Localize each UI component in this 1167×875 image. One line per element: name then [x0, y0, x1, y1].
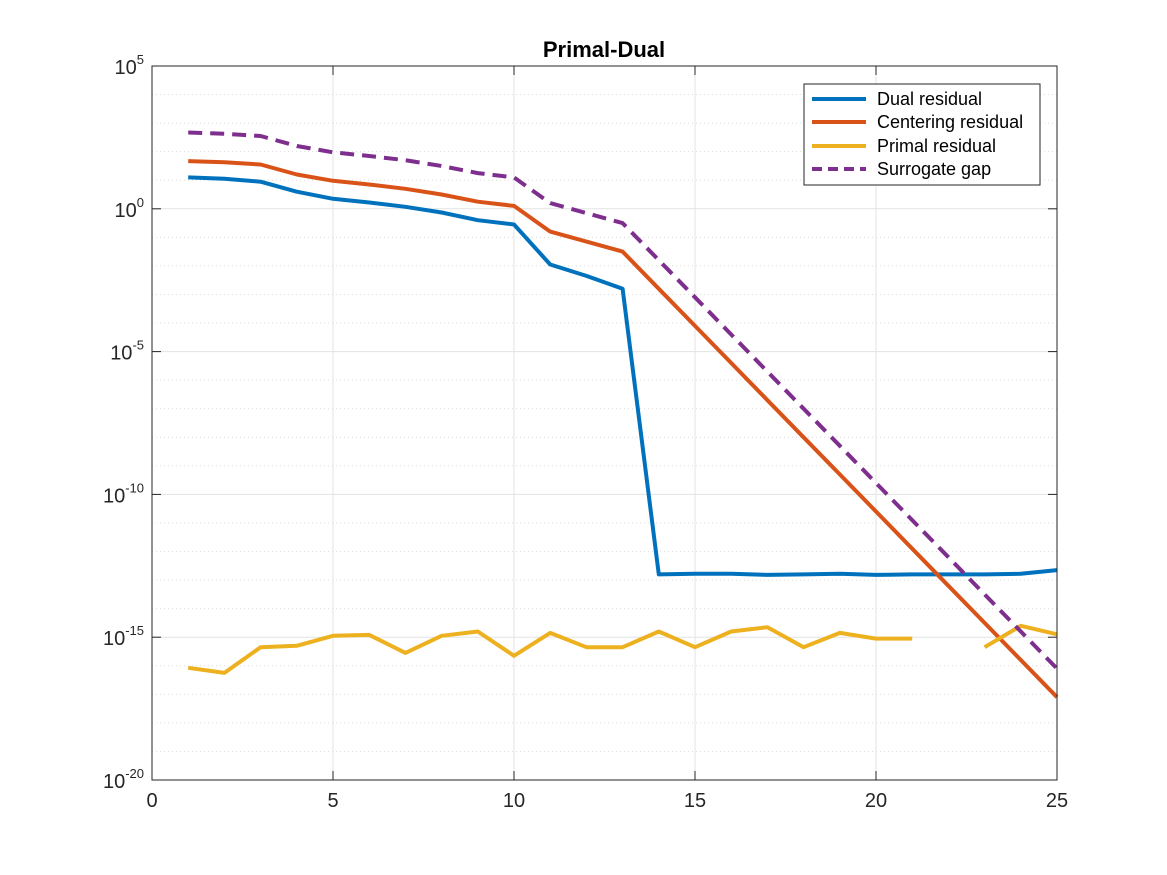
legend-label-centering-residual: Centering residual — [877, 112, 1023, 132]
x-tick-label: 25 — [1046, 790, 1068, 812]
y-tick-label: 105 — [115, 52, 144, 79]
y-tick-label: 10-10 — [103, 480, 144, 507]
x-tick-label: 0 — [146, 790, 157, 812]
legend: Dual residual Centering residual Primal … — [803, 83, 1041, 186]
tick-marks — [151, 65, 1058, 781]
series-line-surrogate-gap — [188, 130, 1059, 670]
y-axis-tick-labels: 105 100 10-5 10-10 10-15 10-20 — [103, 52, 144, 793]
y-tick-label: 10-5 — [110, 338, 144, 365]
series-layer — [187, 130, 1059, 699]
legend-label-dual-residual: Dual residual — [877, 89, 982, 109]
x-tick-label: 10 — [503, 790, 525, 812]
x-axis-tick-labels: 0 5 10 15 20 25 — [146, 790, 1068, 812]
y-tick-label: 10-20 — [103, 766, 144, 793]
legend-label-surrogate-gap: Surrogate gap — [877, 159, 991, 179]
x-tick-label: 5 — [327, 790, 338, 812]
plot-frame — [151, 65, 1058, 781]
series-line-dual-residual — [188, 175, 1058, 577]
legend-label-primal-residual: Primal residual — [877, 136, 996, 156]
y-tick-label: 10-15 — [103, 623, 144, 650]
series-line-primal-residual — [983, 623, 1058, 649]
x-tick-label: 20 — [865, 790, 887, 812]
series-line-centering-residual — [188, 159, 1059, 699]
minor-grid — [152, 94, 1057, 752]
y-tick-label: 100 — [115, 195, 144, 222]
series-line-primal-residual — [187, 625, 913, 675]
x-tick-label: 15 — [684, 790, 706, 812]
chart-title: Primal-Dual — [543, 37, 665, 62]
